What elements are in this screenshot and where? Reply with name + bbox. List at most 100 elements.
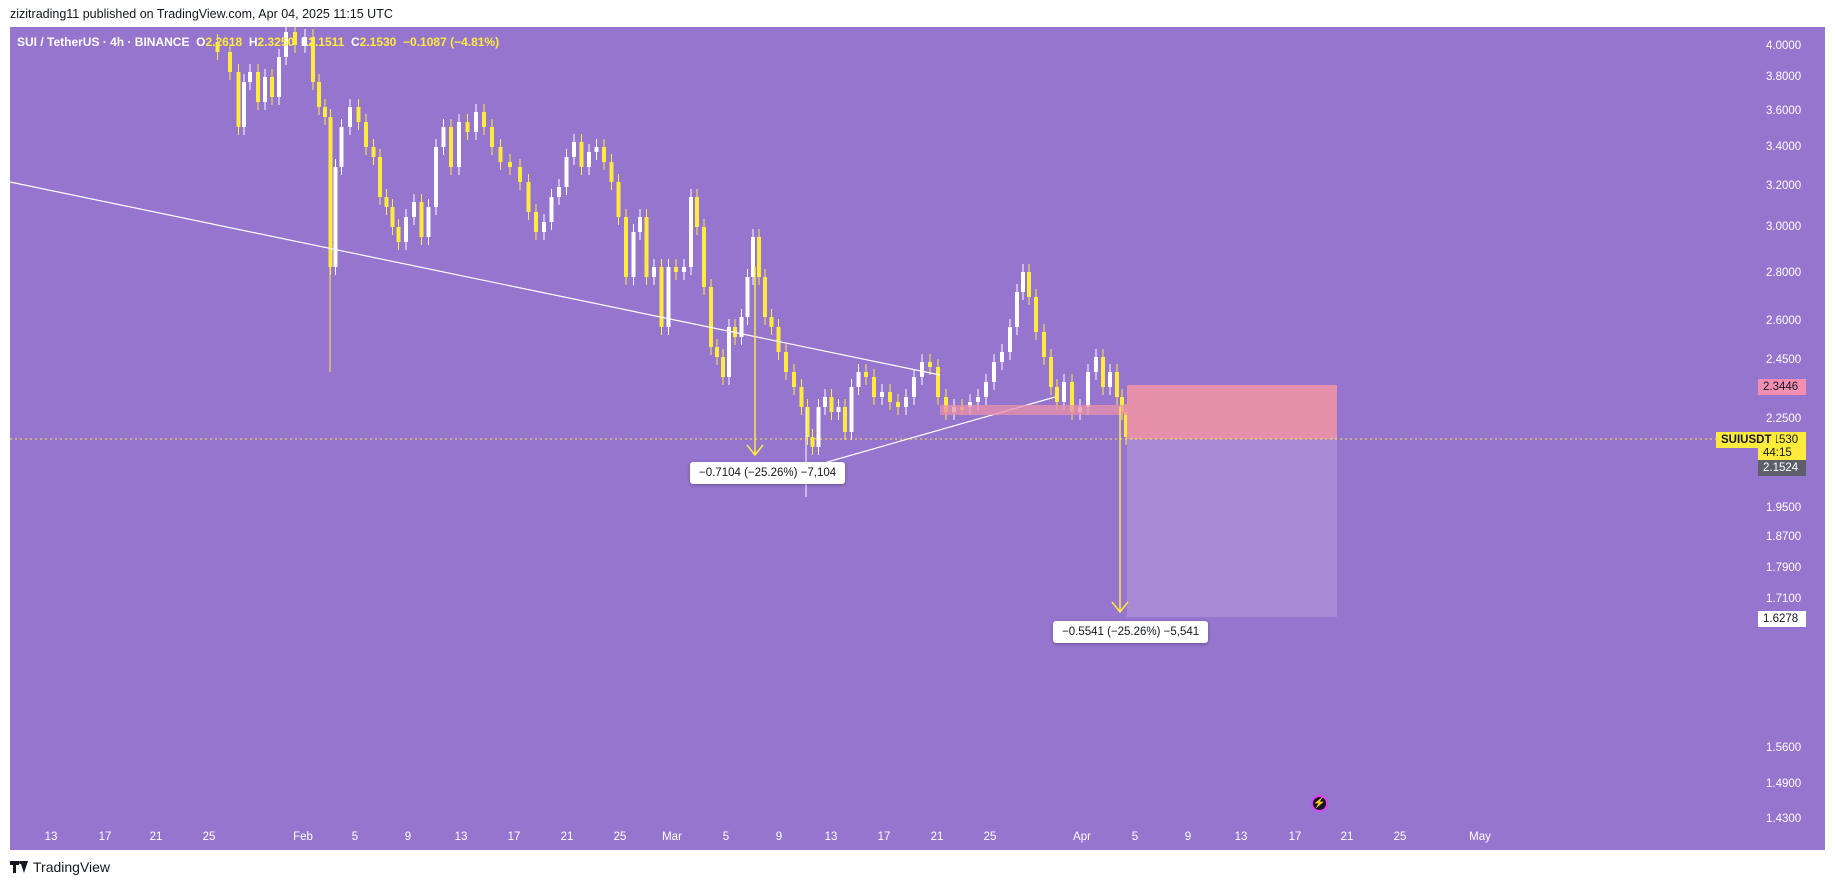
candle-body [1070, 382, 1074, 412]
measure-label-2[interactable]: −0.5541 (−25.26%) −5,541 [1053, 621, 1209, 643]
candle-body [441, 127, 446, 147]
candle-body [936, 367, 940, 397]
candle-body [419, 202, 424, 237]
candle-body [1021, 272, 1025, 292]
candle-body [702, 227, 706, 287]
candle-body [317, 82, 321, 107]
candle-body [1094, 357, 1098, 372]
candle-body [721, 357, 725, 377]
candle-body [333, 167, 338, 267]
candle-body [763, 277, 767, 317]
price-tick: 2.6000 [1766, 315, 1802, 327]
price-tick: 3.2000 [1766, 180, 1802, 192]
candle-body [872, 377, 876, 397]
candle-body [564, 157, 569, 187]
time-tick: Apr [1073, 831, 1091, 843]
candle-body [1062, 382, 1066, 402]
candle-body [508, 162, 512, 167]
price-tick: 3.4000 [1766, 141, 1802, 153]
time-tick: 21 [930, 831, 944, 843]
candle-body [659, 267, 664, 327]
candle-body [666, 267, 671, 327]
candle-body [572, 142, 576, 157]
candle-body [727, 327, 731, 377]
candle-body [609, 162, 614, 182]
candle-body [384, 197, 389, 207]
candle-body [864, 372, 868, 377]
time-tick: 9 [404, 831, 412, 843]
candle-body [976, 397, 980, 402]
candle-body [912, 377, 916, 397]
open-value: 2.2618 [205, 35, 243, 49]
tradingview-brand[interactable]: TradingView [10, 859, 110, 875]
symbol-title: SUI / TetherUS · 4h · BINANCE [17, 35, 190, 49]
time-tick: 9 [1184, 831, 1192, 843]
price-tick: 4.0000 [1766, 40, 1802, 52]
candle-body [751, 237, 755, 277]
candle-body [631, 232, 636, 277]
candle-body [984, 382, 988, 397]
time-tick: Feb [293, 831, 313, 843]
candle-body [270, 77, 274, 97]
candle-body [829, 397, 834, 412]
support-zone [940, 405, 1128, 415]
candle-body [1027, 272, 1031, 297]
price-tick: 3.8000 [1766, 71, 1802, 83]
candle-body [904, 397, 908, 407]
candle-body [526, 182, 531, 212]
measure-arrowhead-1 [746, 444, 764, 457]
chart-area[interactable]: SUI / TetherUS · 4h · BINANCE O2.2618 H2… [10, 27, 1825, 850]
candle-body [303, 37, 307, 45]
lightning-icon[interactable]: ⚡ [1311, 795, 1328, 812]
candle-body [412, 202, 416, 217]
time-tick: 17 [98, 831, 112, 843]
candle-body [810, 437, 815, 447]
candle-body [799, 387, 804, 407]
close-value: 2.1530 [359, 35, 397, 49]
high-value: 2.3250 [257, 35, 295, 49]
price-chart[interactable] [10, 27, 1758, 824]
candle-body [1124, 412, 1128, 437]
time-axis[interactable]: 13 17 21 25 Feb 5 9 13 17 21 25 Mar 5 9 … [10, 824, 1758, 850]
candle-body [339, 127, 344, 167]
candle-body [277, 57, 281, 97]
price-axis[interactable]: 4.0000 3.8000 3.6000 3.4000 3.2000 3.000… [1758, 27, 1825, 850]
time-tick: 25 [1393, 831, 1407, 843]
candle-body [682, 267, 686, 272]
candle-body [228, 52, 232, 72]
time-tick: 9 [775, 831, 783, 843]
candle-body [518, 167, 522, 182]
candle-body [896, 402, 900, 407]
candle-body [1000, 352, 1004, 362]
time-tick: 21 [560, 831, 574, 843]
candle-body [457, 122, 461, 167]
measure-label-1[interactable]: −0.7104 (−25.26%) −7,104 [690, 462, 846, 484]
time-tick: 17 [877, 831, 891, 843]
time-tick: 25 [983, 831, 997, 843]
price-tick: 1.8700 [1766, 531, 1802, 543]
time-tick: May [1469, 831, 1491, 843]
measure-arrowhead-2 [1111, 601, 1129, 614]
candle-body [674, 267, 678, 272]
candle-body [284, 32, 288, 57]
candle-body [364, 122, 368, 147]
candle-body [557, 187, 561, 197]
price-tick: 3.6000 [1766, 105, 1802, 117]
candle-body [534, 212, 538, 232]
candle-body [474, 112, 478, 132]
candle-body [823, 397, 827, 407]
time-tick: Mar [662, 831, 682, 843]
candle-body [371, 147, 376, 157]
candle-body [323, 107, 327, 117]
candle-body [928, 362, 932, 367]
price-tick: 1.7900 [1766, 562, 1802, 574]
brand-name: TradingView [33, 859, 111, 875]
candle-body [311, 37, 315, 82]
time-tick: 13 [824, 831, 838, 843]
candle-body [856, 372, 861, 387]
candle-body [757, 237, 761, 277]
candle-body [836, 407, 841, 412]
candle-body [920, 362, 924, 377]
candle-body [1055, 387, 1059, 402]
price-tick: 1.7100 [1766, 593, 1802, 605]
